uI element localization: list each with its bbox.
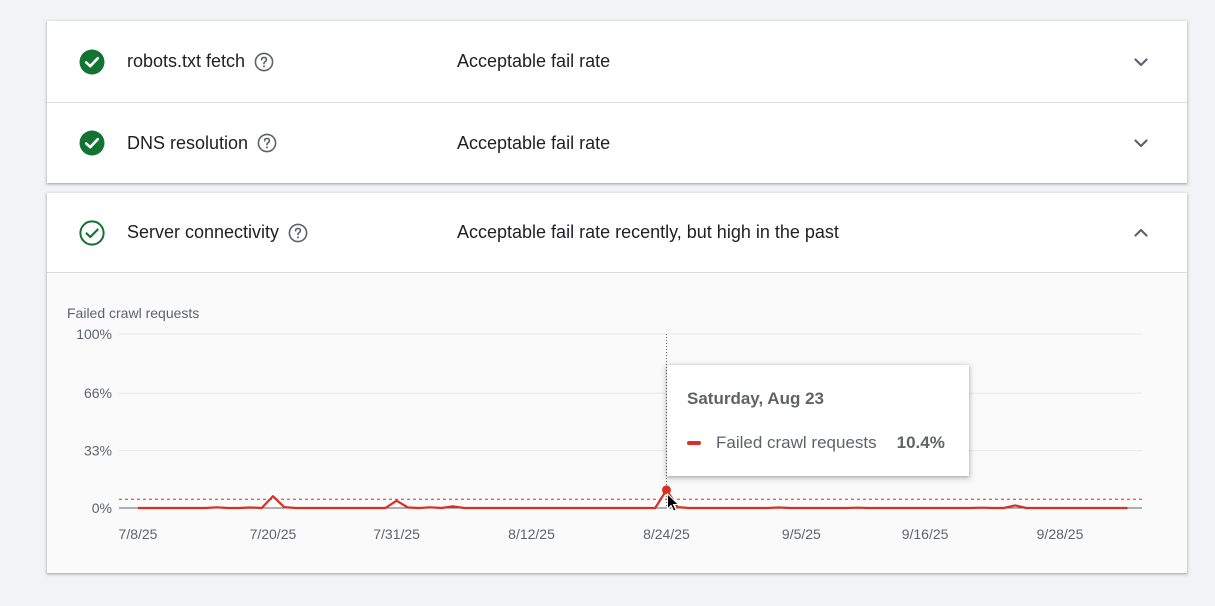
- check-title-text: Server connectivity: [127, 222, 280, 242]
- server-connectivity-card: Server connectivity Acceptable fail rate…: [47, 193, 1187, 573]
- y-tick-label: 66%: [84, 385, 112, 401]
- x-tick-label: 7/8/25: [119, 526, 158, 542]
- check-circle-filled-icon: [79, 49, 105, 74]
- x-axis-ticks: 7/8/25 7/20/25 7/31/25 8/12/25 8/24/25 9/5/25…: [119, 526, 1084, 542]
- y-tick-label: 33%: [84, 443, 112, 459]
- chart-tooltip: Saturday, Aug 23 Failed crawl requests 1…: [667, 365, 969, 476]
- x-tick-label: 9/28/25: [1037, 526, 1084, 542]
- check-row-server[interactable]: Server connectivity Acceptable fail rate…: [47, 193, 1187, 273]
- check-row-robots[interactable]: robots.txt fetch Acceptable fail rate: [47, 21, 1187, 102]
- x-tick-label: 9/5/25: [782, 526, 821, 542]
- check-title-text: robots.txt fetch: [127, 51, 246, 71]
- mouse-cursor-icon: [666, 492, 680, 512]
- y-axis-ticks: 100% 66% 33% 0%: [76, 326, 112, 516]
- cursor-group: [666, 492, 680, 512]
- check-title: Server connectivity: [127, 222, 308, 243]
- x-tick-label: 9/16/25: [902, 526, 949, 542]
- x-tick-label: 8/24/25: [643, 526, 690, 542]
- check-circle-filled-icon: [79, 130, 105, 156]
- collapsed-checks-card: robots.txt fetch Acceptable fail rate DN…: [47, 21, 1187, 183]
- chevron-down-icon[interactable]: [1129, 131, 1153, 155]
- y-tick-label: 100%: [76, 326, 112, 342]
- check-title: DNS resolution: [127, 133, 277, 154]
- chart-grid: [119, 333, 1142, 509]
- chart-canvas[interactable]: Failed crawl requests 100% 66% 33% 0% 7/8/2…: [47, 273, 1187, 573]
- help-icon[interactable]: [254, 52, 274, 72]
- x-tick-label: 7/31/25: [373, 526, 420, 542]
- tooltip-series-name: Failed crawl requests: [716, 433, 877, 452]
- check-circle-outline-icon: [79, 219, 105, 246]
- chart-title: Failed crawl requests: [67, 305, 199, 321]
- series-group: [138, 485, 1128, 510]
- x-tick-label: 8/12/25: [508, 526, 555, 542]
- x-tick-label: 7/20/25: [250, 526, 297, 542]
- check-status: Acceptable fail rate recently, but high …: [457, 222, 839, 242]
- tooltip-date: Saturday, Aug 23: [687, 389, 824, 408]
- hover-point[interactable]: [661, 485, 671, 495]
- y-tick-label: 0%: [92, 500, 112, 516]
- check-row-dns[interactable]: DNS resolution Acceptable fail rate: [47, 102, 1187, 183]
- check-status: Acceptable fail rate: [457, 51, 611, 71]
- tooltip-series-row: Failed crawl requests 10.4%: [687, 433, 945, 453]
- tooltip-value: 10.4%: [896, 433, 945, 452]
- help-icon[interactable]: [288, 223, 308, 243]
- check-status: Acceptable fail rate: [457, 132, 611, 153]
- help-icon[interactable]: [257, 133, 277, 153]
- tooltip-series-swatch: [687, 441, 701, 445]
- chevron-down-icon[interactable]: [1129, 50, 1153, 74]
- chevron-up-icon[interactable]: [1129, 221, 1153, 245]
- series-line-failed-crawl: [138, 488, 1128, 510]
- check-title: robots.txt fetch: [127, 51, 274, 72]
- check-title-text: DNS resolution: [127, 132, 249, 153]
- failed-crawl-chart: Failed crawl requests 100% 66% 33% 0% 7/8/2…: [47, 273, 1187, 573]
